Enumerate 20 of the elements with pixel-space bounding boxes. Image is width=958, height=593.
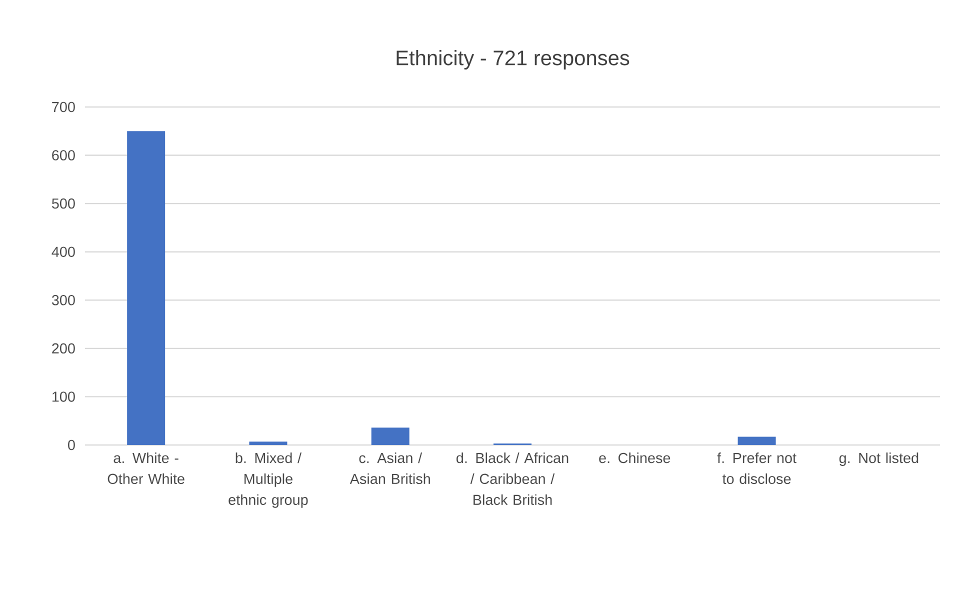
x-tick-label: g. Not listed — [839, 452, 918, 466]
x-tick-label: f. Prefer not to disclose — [717, 452, 796, 484]
x-tick-label: b. Mixed / Multiple ethnic group — [228, 452, 308, 508]
y-tick-label: 200 — [52, 343, 75, 354]
y-tick-label: 500 — [52, 198, 75, 209]
bar — [127, 131, 166, 445]
x-tick-label: e. Chinese — [599, 452, 670, 464]
y-tick-label: 600 — [52, 150, 75, 160]
x-tick-label: d. Black / African / Caribbean / Black British — [456, 452, 568, 505]
x-tick-label: a. White - Other White — [108, 452, 184, 484]
y-tick-label: 100 — [52, 392, 75, 402]
bar — [738, 436, 776, 445]
y-tick-label: 700 — [52, 102, 75, 112]
x-tick-label: c. Asian / Asian British — [350, 452, 430, 484]
y-tick-label: 300 — [52, 295, 75, 306]
bar — [371, 428, 410, 445]
chart-title: Ethnicity - 721 responses — [396, 50, 630, 70]
y-tick-label: 400 — [52, 246, 75, 257]
y-tick-label: 0 — [68, 440, 75, 450]
bar — [249, 442, 288, 445]
